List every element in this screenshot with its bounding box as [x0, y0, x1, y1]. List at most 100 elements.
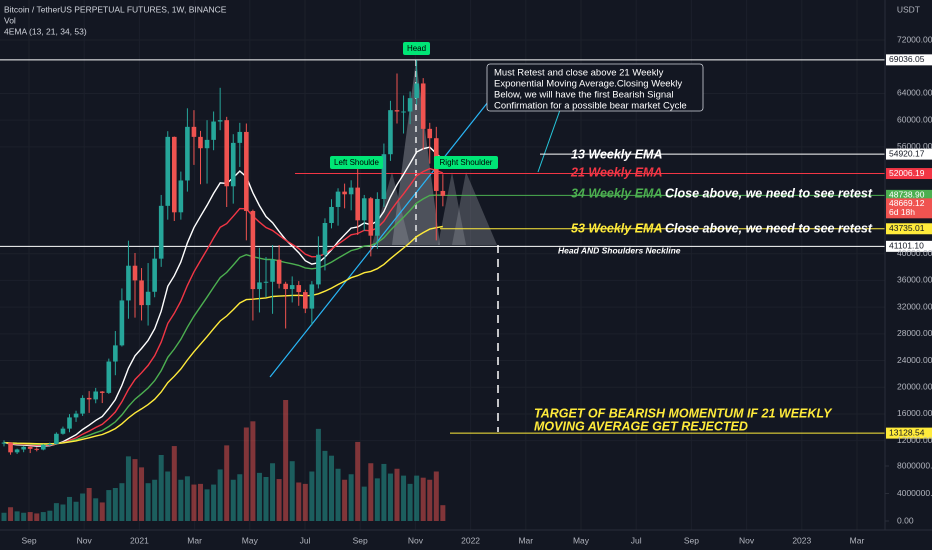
level-label: 54920.17	[889, 148, 925, 158]
x-tick-label: 2023	[792, 535, 811, 545]
retest-note: Close above, we need to see retest	[665, 186, 873, 200]
candle-body	[237, 131, 243, 143]
candle-body	[106, 361, 112, 393]
candle-body	[80, 397, 85, 414]
candle-body	[309, 284, 315, 309]
y-tick-label: 24000.00	[897, 355, 932, 365]
candle-body	[296, 285, 302, 293]
candle-body	[113, 345, 118, 362]
volume-legend: Vol	[4, 15, 16, 25]
candle-body	[283, 283, 288, 290]
candle-body	[407, 98, 413, 112]
y-tick-label: 16000.00	[897, 408, 932, 418]
volume-bar	[401, 475, 407, 521]
neckline-label: Head AND Shoulders Neckline	[558, 245, 681, 255]
volume-bar	[99, 502, 105, 521]
volume-bar	[211, 484, 217, 521]
x-tick-label: Mar	[850, 535, 865, 545]
ema-note: 21 Weekly EMA	[570, 165, 662, 179]
volume-bar	[125, 456, 131, 521]
candle-body	[34, 448, 40, 450]
candle-body	[185, 126, 190, 181]
candle-body	[270, 259, 275, 282]
right-shoulder-tag	[434, 156, 498, 169]
candle-body	[1, 442, 7, 444]
indicator-legend: 4EMA (13, 21, 34, 53)	[4, 26, 87, 36]
volume-bar	[198, 483, 203, 521]
candle-body	[93, 391, 98, 400]
candle-body	[276, 259, 282, 284]
level-tag	[886, 54, 932, 66]
volume-bar	[112, 488, 118, 521]
candle-body	[132, 265, 138, 281]
countdown: 6d 18h	[889, 207, 915, 217]
volume-bar	[302, 483, 308, 521]
candle-body	[139, 280, 144, 306]
candle-body	[322, 222, 328, 255]
candle-body	[303, 292, 308, 309]
candle-body	[414, 83, 419, 99]
note-line: Confirmation for a possible bear market …	[494, 101, 687, 112]
volume-bar	[34, 513, 40, 521]
x-tick-label: Jul	[631, 535, 642, 545]
axes: Sep Nov 2021 Mar May Jul Sep Nov 2022 Mar May Jul Se…	[21, 34, 932, 545]
candle-body	[329, 206, 334, 223]
candle-body	[420, 83, 426, 129]
level-label: 13128.54	[889, 427, 925, 437]
volume-bar	[342, 479, 348, 521]
candle-body	[244, 131, 249, 211]
note-line: Exponential Moving Average.Closing Weekl…	[494, 79, 682, 90]
target-label: TARGET OF BEARISH MOMENTUM IF 21 WEEKLY	[534, 406, 833, 420]
level-tag	[886, 148, 932, 160]
retest-note: Close above, we need to see retest	[665, 221, 873, 235]
level-label: 48669.12	[889, 198, 925, 208]
candle-body	[73, 413, 79, 418]
target-label: MOVING AVERAGE GET REJECTED	[534, 419, 748, 433]
volume-bar	[73, 501, 79, 521]
volume-bar	[283, 400, 289, 521]
volume-bar	[433, 471, 439, 521]
volume-bar	[152, 479, 158, 521]
candle-body	[361, 198, 367, 221]
level-tag	[886, 223, 932, 235]
x-tick-label: Nov	[77, 535, 93, 545]
volume-bar	[250, 421, 256, 521]
candle-body	[348, 187, 354, 195]
candle-body	[401, 111, 406, 113]
volume-bar	[315, 428, 321, 521]
volume-bar	[178, 479, 184, 521]
volume-bar	[14, 511, 20, 521]
currency-label[interactable]: USDT	[897, 4, 920, 14]
volume-bar	[243, 427, 249, 521]
ema-note: 53 Weekly EMA	[571, 221, 662, 235]
volume-bar	[158, 455, 164, 521]
volume-bar	[67, 496, 72, 521]
volume-bar	[381, 463, 387, 521]
left-shoulder-tag	[330, 156, 383, 169]
note-line: Below, we will have the first Bearish Si…	[494, 90, 674, 101]
volume-bar	[355, 441, 361, 521]
volume-bar	[47, 510, 53, 521]
volume-bar	[420, 477, 426, 521]
candle-body	[41, 444, 46, 450]
x-tick-label: Sep	[353, 535, 368, 545]
level-tag	[886, 240, 932, 252]
volume-tick-label: 8000000.00	[897, 460, 932, 470]
right-shoulder-label: Right Shoulder	[440, 158, 493, 167]
volume-bar	[217, 469, 223, 521]
head-tag	[403, 42, 430, 55]
candle-body	[342, 191, 347, 195]
candle-body	[14, 449, 20, 453]
level-tag	[886, 189, 932, 201]
volume-bar	[348, 474, 354, 521]
volume-bar	[40, 512, 46, 521]
x-tick-label: 2022	[461, 535, 480, 545]
level-label: 52006.19	[889, 168, 925, 178]
volume-bar	[93, 498, 99, 521]
volume-bar	[289, 461, 295, 521]
level-label: 41101.10	[889, 241, 924, 251]
level-tag	[886, 427, 932, 439]
candle-body	[316, 254, 321, 285]
candle-body	[47, 443, 53, 445]
